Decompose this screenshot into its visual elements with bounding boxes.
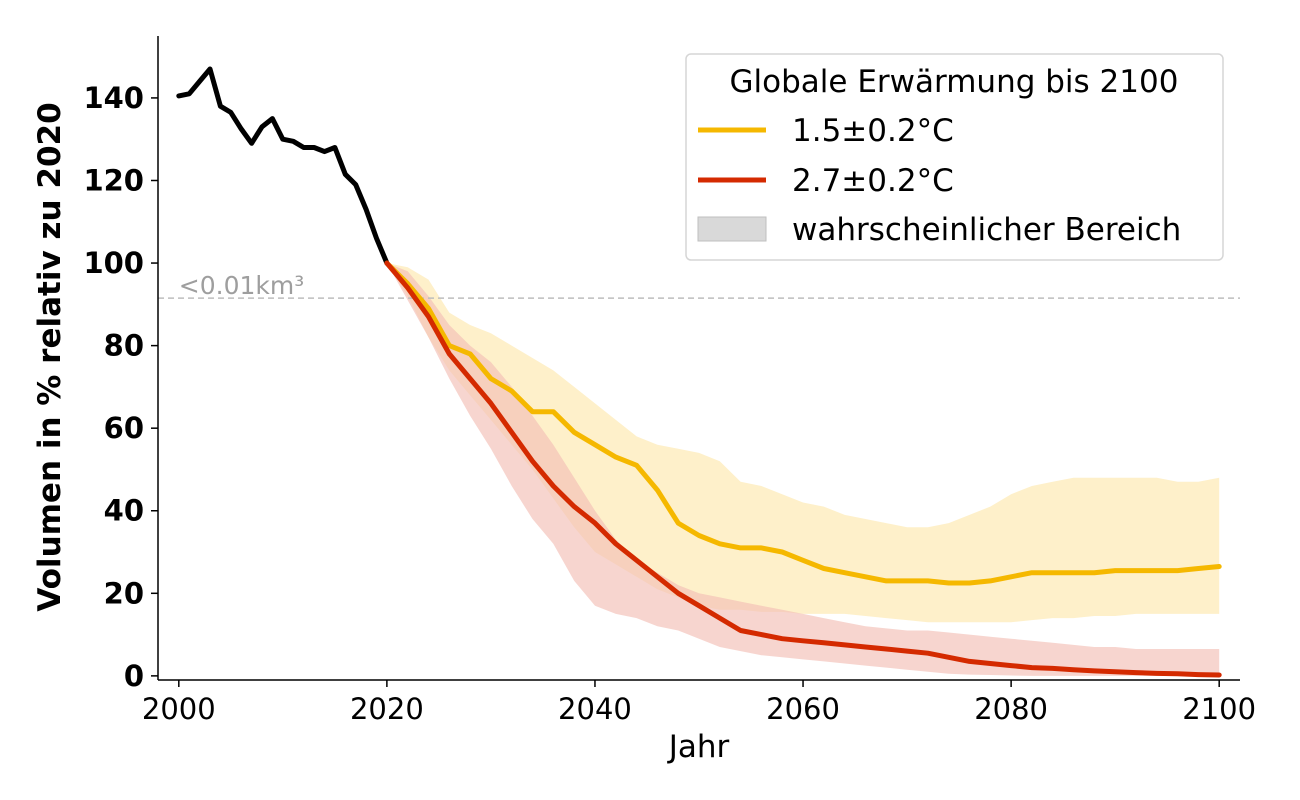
legend-frame — [685, 53, 1224, 261]
y-axis-ticks: 0 20 40 60 80 100 120 140 — [83, 81, 158, 693]
y-tick-label: 100 — [83, 246, 144, 280]
legend-title: Globale Erwärmung bis 2100 — [730, 64, 1179, 100]
x-tick-label: 2020 — [350, 692, 424, 726]
y-tick-label: 80 — [104, 329, 144, 363]
x-tick-label: 2060 — [766, 692, 840, 726]
likely-range-bands — [386, 263, 1220, 676]
historical-line — [176, 66, 390, 266]
line-1-5c — [384, 260, 1222, 586]
band-2-7c — [386, 263, 1220, 676]
legend: Globale Erwärmung bis 2100 1.5±0.2°C 2.7… — [685, 53, 1224, 261]
axes — [157, 36, 1240, 681]
threshold-reference: <0.01km³ — [158, 271, 1240, 300]
x-tick-label: 2040 — [558, 692, 632, 726]
y-tick-label: 140 — [83, 81, 144, 115]
legend-swatch-likely-range — [697, 216, 767, 242]
x-tick-label: 2100 — [1182, 692, 1256, 726]
x-tick-label: 2000 — [142, 692, 216, 726]
legend-label-likely-range: wahrscheinlicher Bereich — [792, 212, 1181, 248]
x-axis-ticks: 2000 2020 2040 2060 2080 2100 — [142, 680, 1256, 726]
y-tick-label: 120 — [83, 163, 144, 197]
series-lines — [176, 66, 1222, 678]
legend-label-1-5c: 1.5±0.2°C — [792, 113, 954, 149]
x-tick-label: 2080 — [974, 692, 1048, 726]
line-2-7c — [384, 260, 1222, 678]
y-tick-label: 60 — [104, 411, 144, 445]
y-tick-label: 20 — [104, 576, 144, 610]
y-tick-label: 0 — [124, 659, 144, 693]
y-tick-label: 40 — [104, 494, 144, 528]
x-axis-title: Jahr — [667, 729, 730, 765]
y-axis-title: Volumen in % relativ zu 2020 — [32, 102, 68, 611]
legend-label-2-7c: 2.7±0.2°C — [792, 163, 954, 199]
threshold-annotation: <0.01km³ — [179, 271, 304, 300]
